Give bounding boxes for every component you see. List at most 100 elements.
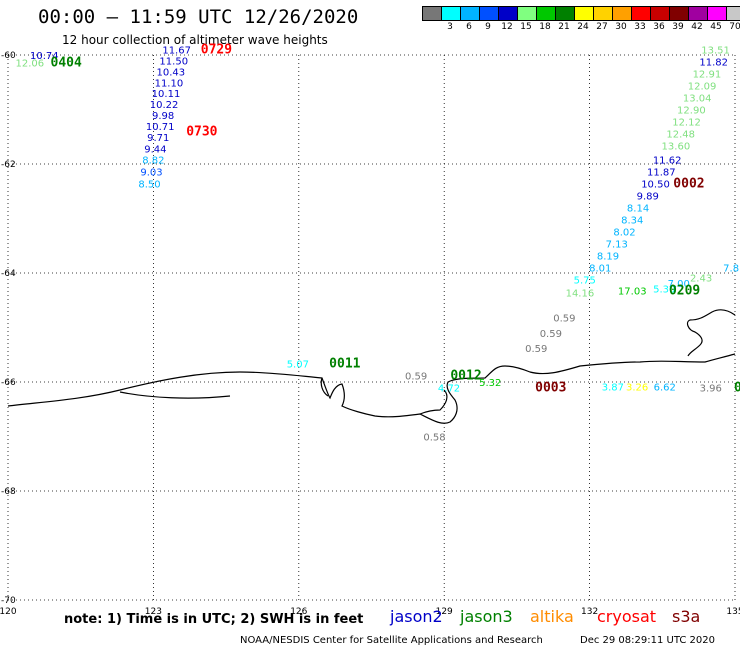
legend-swatch xyxy=(556,7,575,20)
legend-label: 42 xyxy=(691,22,703,32)
legend-label: 36 xyxy=(653,22,665,32)
legend-label: 45 xyxy=(710,22,722,32)
lon-tick-label: 120 xyxy=(0,607,17,617)
wave-height-label: 11.82 xyxy=(699,58,728,69)
legend-swatch xyxy=(708,7,727,20)
lon-tick-label: 135 xyxy=(726,607,740,617)
wave-height-label: 10.43 xyxy=(157,67,186,78)
time-label: 0 xyxy=(734,380,740,395)
coastline xyxy=(7,353,736,424)
lon-tick-label: 123 xyxy=(145,607,162,617)
lat-tick-label: -68 xyxy=(1,487,16,497)
legend-swatch xyxy=(461,7,480,20)
wave-height-label: 10.22 xyxy=(150,100,179,111)
legend-swatch xyxy=(480,7,499,20)
lon-tick-label: 129 xyxy=(436,607,453,617)
wave-height-label: 12.12 xyxy=(672,117,701,128)
time-label: 0404 xyxy=(51,56,82,71)
wave-height-label: 17.03 xyxy=(618,286,647,297)
wave-height-label: 9.71 xyxy=(147,133,169,144)
wave-height-label: 12.91 xyxy=(693,70,722,81)
coastline-bay xyxy=(419,389,448,415)
page-title: 00:00 – 11:59 UTC 12/26/2020 xyxy=(38,6,359,28)
satellite-name: s3a xyxy=(672,607,701,626)
lat-tick-label: -62 xyxy=(1,160,16,170)
lat-tick-label: -66 xyxy=(1,378,16,388)
wave-height-label: 5.32 xyxy=(479,378,501,389)
lon-tick-label: 126 xyxy=(290,607,307,617)
legend-swatch xyxy=(632,7,651,20)
wave-height-label: 11.10 xyxy=(155,78,184,89)
wave-height-label: 0.59 xyxy=(553,314,575,325)
wave-height-label: 8.14 xyxy=(627,204,649,215)
wave-height-label: 4.72 xyxy=(438,383,460,394)
color-legend xyxy=(422,6,740,21)
wave-height-label: 5.75 xyxy=(574,276,596,287)
wave-height-label: 10.71 xyxy=(146,122,175,133)
map-subtitle: 12 hour collection of altimeter wave hei… xyxy=(62,33,328,47)
wave-height-label: 10.50 xyxy=(641,180,670,191)
legend-label: 6 xyxy=(466,22,472,32)
wave-height-label: 7.8 xyxy=(723,264,739,275)
wave-height-label: 5.30 xyxy=(653,284,675,295)
wave-height-label: 2.43 xyxy=(690,273,712,284)
graticule xyxy=(7,54,736,601)
time-label: 0003 xyxy=(535,380,566,395)
legend-swatch xyxy=(499,7,518,20)
wave-height-label: 10.74 xyxy=(30,51,59,62)
satellite-name: altika xyxy=(530,607,574,626)
time-label: 0730 xyxy=(186,124,217,139)
wave-height-label: 0.59 xyxy=(525,344,547,355)
wave-height-label: 13.04 xyxy=(683,94,712,105)
wave-height-label: 9.98 xyxy=(152,111,174,122)
wave-height-label: 6.62 xyxy=(654,382,676,393)
legend-label: 18 xyxy=(539,22,551,32)
wave-height-label: 12.48 xyxy=(666,129,695,140)
wave-height-label: 11.50 xyxy=(159,56,188,67)
time-label: 0011 xyxy=(329,356,360,371)
legend-swatch xyxy=(423,7,442,20)
wave-height-label: 0.59 xyxy=(540,329,562,340)
satellite-name: jason3 xyxy=(460,607,513,626)
wave-height-label: 12.06 xyxy=(15,59,44,70)
wave-height-label: 3.96 xyxy=(700,383,722,394)
time-label: 0209 xyxy=(669,283,700,298)
wave-height-label: 13.60 xyxy=(662,141,691,152)
time-label: 0002 xyxy=(673,177,704,192)
wave-height-label: 12.90 xyxy=(677,106,706,117)
axis-tick-labels: 120 123 126 129 132 135 -60 -62 -64 -66 -68 -70 xyxy=(0,51,740,617)
legend-label: 30 xyxy=(615,22,627,32)
footer-note: note: 1) Time is in UTC; 2) SWH is in fe… xyxy=(64,612,364,627)
legend-label: 24 xyxy=(577,22,589,32)
legend-swatch xyxy=(575,7,594,20)
legend-label: 3 xyxy=(447,22,453,32)
wave-height-label: 11.67 xyxy=(162,46,191,57)
wave-height-label: 9.44 xyxy=(144,145,166,156)
wave-height-label: 12.09 xyxy=(688,82,717,93)
legend-label: 12 xyxy=(501,22,513,32)
legend-label: 15 xyxy=(520,22,532,32)
wave-height-label: 8.82 xyxy=(142,156,164,167)
legend-swatch xyxy=(518,7,537,20)
lat-tick-label: -60 xyxy=(1,51,16,61)
wave-height-label: 11.62 xyxy=(653,156,682,167)
credits-text: NOAA/NESDIS Center for Satellite Applica… xyxy=(240,635,543,646)
wave-height-label: 8.19 xyxy=(597,252,619,263)
lat-tick-label: -70 xyxy=(1,596,16,606)
legend-label: 70 xyxy=(729,22,740,32)
legend-swatch xyxy=(537,7,556,20)
wave-height-label: 0.58 xyxy=(423,433,445,444)
lon-tick-label: 132 xyxy=(581,607,598,617)
legend-swatch xyxy=(727,7,740,20)
wave-height-label: 8.02 xyxy=(613,228,635,239)
wave-height-label: 3.26 xyxy=(626,382,648,393)
legend-swatch xyxy=(613,7,632,20)
satellite-name: cryosat xyxy=(597,607,657,626)
time-label: 0729 xyxy=(201,43,232,58)
legend-label: 27 xyxy=(596,22,608,32)
coastline-inner xyxy=(119,309,736,399)
